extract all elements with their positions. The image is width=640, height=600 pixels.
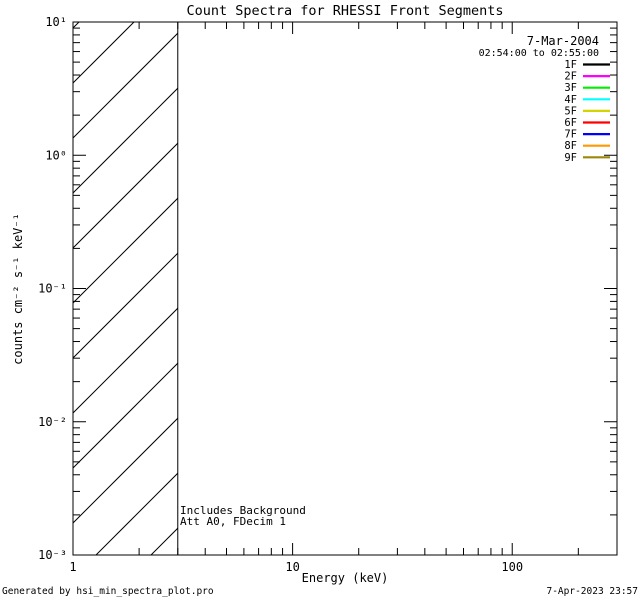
plot-frame bbox=[72, 21, 618, 556]
y-tick-label: 10¹ bbox=[45, 15, 67, 29]
chart-title: Count Spectra for RHESSI Front Segments bbox=[187, 3, 504, 19]
annotation-attenuator: Att A0, FDecim 1 bbox=[180, 515, 286, 528]
hatch-line bbox=[73, 87, 178, 194]
hatched-region bbox=[73, 22, 178, 555]
legend-entry-label-6f: 6F bbox=[564, 117, 577, 129]
legend-entry-label-3f: 3F bbox=[564, 82, 577, 94]
hatch-line bbox=[73, 142, 178, 249]
footer-generator: Generated by hsi_min_spectra_plot.pro bbox=[2, 586, 214, 597]
legend-entry-label-2f: 2F bbox=[564, 71, 577, 83]
legend-entry-label-4f: 4F bbox=[564, 94, 577, 106]
x-tick-label: 10 bbox=[285, 560, 299, 574]
legend-date: 7-Mar-2004 bbox=[527, 34, 599, 48]
hatch-line bbox=[73, 307, 178, 414]
footer-timestamp: 7-Apr-2023 23:57 bbox=[546, 586, 638, 597]
hatch-line bbox=[73, 32, 178, 139]
y-tick-label: 10⁰ bbox=[45, 148, 67, 162]
hatch-line bbox=[73, 197, 178, 304]
hatch-line bbox=[73, 417, 178, 524]
hatch-line bbox=[73, 22, 135, 84]
hatch-line bbox=[73, 252, 178, 359]
hatch-line bbox=[95, 472, 178, 555]
x-tick-label: 1 bbox=[69, 560, 76, 574]
x-tick-label: 100 bbox=[501, 560, 523, 574]
annotation-background: Includes Background bbox=[180, 504, 306, 517]
y-tick-label: 10⁻³ bbox=[38, 548, 67, 562]
legend-entry-label-7f: 7F bbox=[564, 129, 577, 141]
axis-ticks bbox=[72, 21, 617, 556]
y-tick-label: 10⁻¹ bbox=[38, 282, 67, 296]
y-axis-label: counts cm⁻² s⁻¹ keV⁻¹ bbox=[11, 213, 25, 365]
legend-time-range: 02:54:00 to 02:55:00 bbox=[479, 48, 599, 59]
legend-entry-label-8f: 8F bbox=[564, 140, 577, 152]
hatch-line bbox=[73, 362, 178, 469]
legend-entry-label-1f: 1F bbox=[564, 59, 577, 71]
legend-entry-label-5f: 5F bbox=[564, 105, 577, 117]
y-tick-label: 10⁻² bbox=[38, 415, 67, 429]
legend-entry-label-9f: 9F bbox=[564, 152, 577, 164]
axis-tick-labels: 1 10 100 10⁻³ 10⁻² 10⁻¹ 10⁰ 10¹ bbox=[38, 15, 523, 574]
x-axis-label: Energy (keV) bbox=[302, 571, 389, 585]
